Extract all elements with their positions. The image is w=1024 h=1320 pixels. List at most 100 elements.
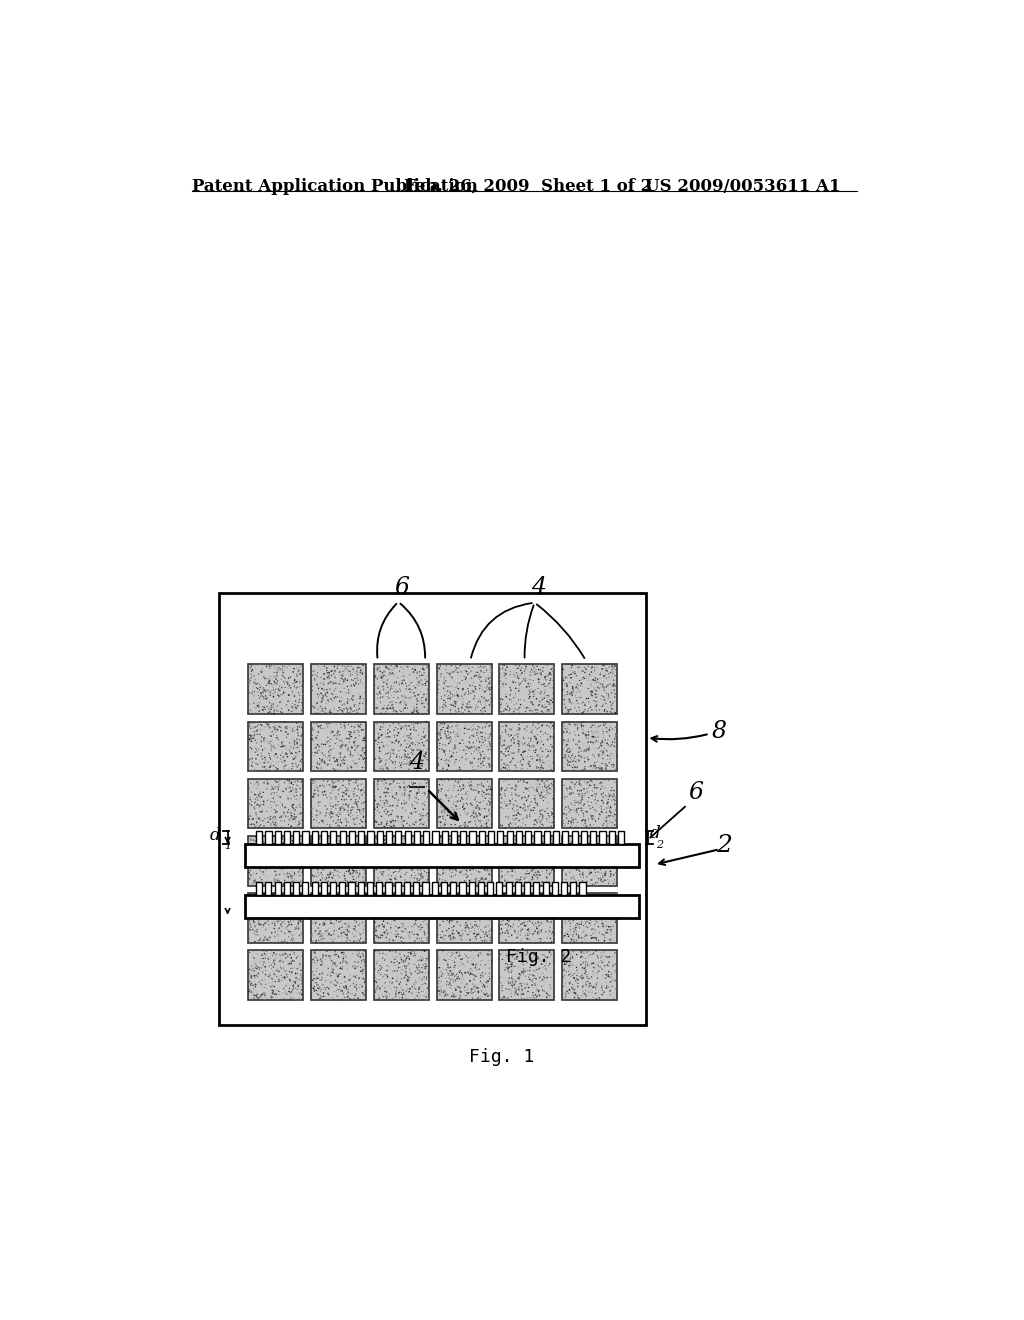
Point <box>584 771 600 792</box>
Point <box>387 907 403 928</box>
Point <box>477 977 494 998</box>
Point <box>453 894 469 915</box>
Point <box>331 862 347 883</box>
Point <box>316 846 333 867</box>
Point <box>471 689 487 710</box>
Point <box>573 941 590 962</box>
Point <box>528 758 545 779</box>
Point <box>322 908 338 929</box>
Point <box>495 673 511 694</box>
Point <box>325 886 341 907</box>
Point <box>546 850 562 871</box>
Point <box>436 669 453 690</box>
Point <box>248 920 264 941</box>
Point <box>590 886 606 907</box>
Point <box>330 843 346 865</box>
Point <box>418 667 434 688</box>
Point <box>461 924 477 945</box>
Point <box>440 865 457 886</box>
Point <box>290 817 306 838</box>
Point <box>346 906 362 927</box>
Point <box>410 734 426 755</box>
Point <box>467 870 483 891</box>
Point <box>483 673 500 694</box>
Point <box>256 855 272 876</box>
Point <box>379 920 395 941</box>
Point <box>342 665 358 686</box>
Point <box>257 858 273 879</box>
Point <box>568 916 585 937</box>
Point <box>387 758 403 779</box>
Point <box>266 719 283 741</box>
Bar <box>441 832 447 843</box>
Point <box>352 809 369 830</box>
Point <box>482 929 499 950</box>
Point <box>496 689 512 710</box>
Point <box>546 909 562 931</box>
Point <box>602 663 618 684</box>
Point <box>389 808 406 829</box>
Point <box>379 655 395 676</box>
Point <box>573 787 590 808</box>
Point <box>334 989 350 1010</box>
Point <box>262 726 279 747</box>
Point <box>504 846 520 867</box>
Point <box>447 715 464 737</box>
Point <box>493 727 509 748</box>
Point <box>452 956 468 977</box>
Point <box>336 678 352 700</box>
Point <box>243 772 259 793</box>
Point <box>387 810 403 832</box>
Point <box>466 665 482 686</box>
Point <box>537 906 553 927</box>
Point <box>538 921 554 942</box>
Point <box>438 847 455 869</box>
Point <box>414 985 430 1006</box>
Point <box>390 917 407 939</box>
Point <box>388 909 404 931</box>
Point <box>251 857 267 878</box>
Point <box>522 752 539 774</box>
Point <box>478 983 495 1005</box>
Point <box>388 730 404 751</box>
Point <box>262 748 279 770</box>
Point <box>282 944 298 965</box>
Point <box>531 851 548 873</box>
Point <box>241 741 257 762</box>
Point <box>248 965 264 986</box>
Point <box>406 945 422 966</box>
Point <box>331 784 347 805</box>
Point <box>582 956 598 977</box>
Point <box>412 850 428 871</box>
Point <box>473 850 489 871</box>
Point <box>367 830 383 851</box>
Point <box>417 940 433 961</box>
Point <box>367 797 383 818</box>
Point <box>467 957 483 978</box>
Point <box>458 781 474 803</box>
Point <box>271 886 288 907</box>
Point <box>391 927 408 948</box>
Point <box>528 865 545 886</box>
Bar <box>403 882 410 895</box>
Point <box>438 888 455 909</box>
Point <box>402 659 419 680</box>
Point <box>311 828 328 849</box>
Point <box>265 833 282 854</box>
Point <box>387 941 403 962</box>
Point <box>453 915 469 936</box>
Point <box>406 714 422 735</box>
Point <box>314 750 331 771</box>
Point <box>255 887 271 908</box>
Point <box>570 793 587 814</box>
Point <box>395 754 412 775</box>
Point <box>315 912 332 933</box>
Point <box>280 788 296 809</box>
Point <box>369 875 385 896</box>
Point <box>372 847 388 869</box>
Point <box>307 697 324 718</box>
Point <box>312 884 329 906</box>
Point <box>265 942 282 964</box>
Point <box>438 726 455 747</box>
Point <box>369 838 385 859</box>
